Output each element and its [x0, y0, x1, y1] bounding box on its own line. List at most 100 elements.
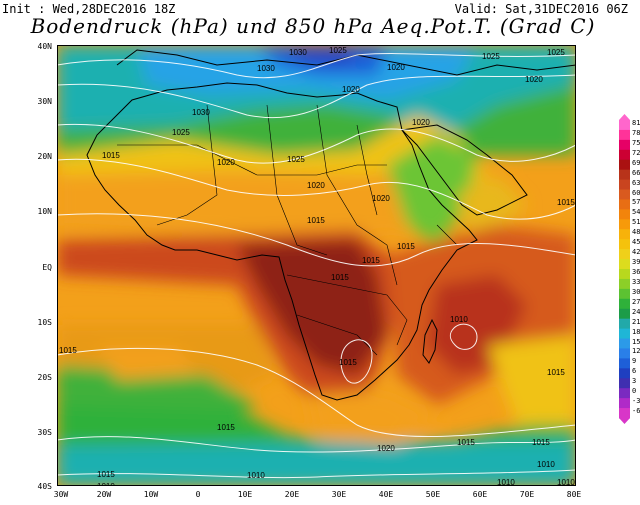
colorbar-label: 36: [632, 268, 640, 276]
colorbar-label: 6: [632, 367, 637, 376]
colorbar-swatch: [619, 259, 630, 270]
colorbar-label: -6: [632, 407, 640, 416]
colorbar-swatch: [619, 159, 630, 171]
colorbar-top-arrow: [619, 114, 630, 120]
colorbar-swatch: [619, 318, 630, 330]
colorbar-label: 63: [632, 178, 640, 187]
colorbar-label: 54: [632, 208, 640, 217]
colorbar-label: 48: [632, 228, 640, 237]
lon-label: 10W: [143, 490, 159, 499]
isobar-label: 1025: [329, 46, 347, 55]
colorbar-swatch: [619, 239, 630, 250]
colorbar-swatch: [619, 149, 630, 161]
colorbar-label: 45: [632, 238, 640, 247]
lon-label: 30W: [53, 490, 69, 499]
map-frame: [57, 45, 576, 486]
coastlines: [86, 49, 576, 401]
colorbar-label: 21: [632, 317, 640, 326]
colorbar: [619, 114, 630, 424]
isobar-label: 1015: [102, 151, 120, 160]
colorbar-swatch: [619, 288, 630, 300]
isobar-label: 1025: [482, 52, 500, 61]
colorbar-label: 33: [632, 277, 640, 286]
lon-label: 60E: [472, 490, 488, 499]
colorbar-label: 69: [632, 158, 640, 167]
lat-label: 30S: [37, 428, 52, 437]
lon-label: 10E: [237, 490, 253, 499]
isobar-label: 1015: [217, 423, 235, 432]
isobar-label: 1020: [307, 181, 325, 190]
lat-label: 20S: [37, 373, 52, 382]
isobar-label: 1020: [372, 194, 390, 203]
colorbar-swatch: [619, 169, 630, 181]
colorbar-swatch: [619, 209, 630, 220]
colorbar-swatch: [619, 378, 630, 389]
colorbar-swatch: [619, 120, 630, 131]
isobar-label: 1020: [377, 444, 395, 453]
colorbar-swatch: [619, 388, 630, 399]
isobar-label: 1015: [307, 216, 325, 225]
colorbar-label: 18: [632, 327, 640, 336]
colorbar-label: 0: [632, 387, 637, 396]
isobar-label: 1010: [557, 478, 575, 486]
weather-map: 1030 1025 1025 1025 1030 1020 1020 1020 …: [57, 45, 576, 486]
valid-time-label: Valid: Sat,31DEC2016 06Z: [454, 2, 628, 16]
colorbar-swatch: [619, 219, 630, 230]
colorbar-label: 75: [632, 138, 640, 147]
colorbar-label: 15: [632, 337, 640, 346]
isobar-label: 1015: [97, 470, 115, 479]
lon-label: 70E: [519, 490, 535, 499]
isobar-label: 1025: [287, 155, 305, 164]
isobar-label: 1010: [247, 471, 265, 480]
europe-coastline: [116, 49, 576, 76]
colorbar-swatch: [619, 338, 630, 349]
isobar-label: 1015: [457, 438, 475, 447]
isobar-label: 1015: [331, 273, 349, 282]
colorbar-bottom-arrow: [619, 418, 630, 424]
isobar-label: 1030: [257, 64, 275, 73]
chart-title: Bodendruck (hPa) und 850 hPa Aeq.Pot.T. …: [30, 14, 596, 38]
lat-label: EQ: [42, 263, 52, 272]
colorbar-label: 39: [632, 258, 640, 267]
colorbar-swatch: [619, 269, 630, 280]
isobar-label: 1020: [525, 75, 543, 84]
isobar-labels: 1030 1025 1025 1025 1030 1020 1020 1020 …: [59, 46, 575, 486]
colorbar-label: 60: [632, 188, 640, 197]
madagascar-coastline: [422, 318, 438, 364]
colorbar-label: -3: [632, 397, 640, 406]
africa-coastline: [86, 82, 478, 401]
colorbar-swatch: [619, 298, 630, 310]
isobar-label: 1030: [192, 108, 210, 117]
colorbar-swatch: [619, 278, 630, 290]
isobar-label: 1015: [532, 438, 550, 447]
lat-label: 40N: [37, 42, 52, 51]
colorbar-label: 27: [632, 297, 640, 306]
isobar-label: 1010: [537, 460, 555, 469]
lon-label: 80E: [566, 490, 582, 499]
isobar-label: 1030: [289, 48, 307, 57]
colorbar-label: 51: [632, 218, 640, 227]
lat-label: 40S: [37, 482, 52, 491]
colorbar-label: 42: [632, 248, 640, 257]
lat-label: 10S: [37, 318, 52, 327]
lat-label: 30N: [37, 97, 52, 106]
colorbar-swatch: [619, 348, 630, 359]
isobar-label: 1020: [412, 118, 430, 127]
colorbar-swatch: [619, 139, 630, 151]
isobar-label: 1015: [339, 358, 357, 367]
map-canvas: 1030 1025 1025 1025 1030 1020 1020 1020 …: [57, 45, 576, 486]
isobar-label: 1015: [547, 368, 565, 377]
colorbar-label: 12: [632, 347, 640, 356]
isobar-label: 1020: [342, 85, 360, 94]
colorbar-label: 81: [632, 119, 640, 127]
isobar-label: 1010: [450, 315, 468, 324]
colorbar-label: 78: [632, 128, 640, 137]
colorbar-swatch: [619, 249, 630, 260]
isobar-label: 1015: [59, 346, 77, 355]
lon-label: 20E: [284, 490, 300, 499]
colorbar-label: 66: [632, 168, 640, 177]
colorbar-label: 72: [632, 148, 640, 157]
colorbar-swatch: [619, 179, 630, 191]
colorbar-swatch: [619, 368, 630, 379]
isobar-label: 1015: [397, 242, 415, 251]
